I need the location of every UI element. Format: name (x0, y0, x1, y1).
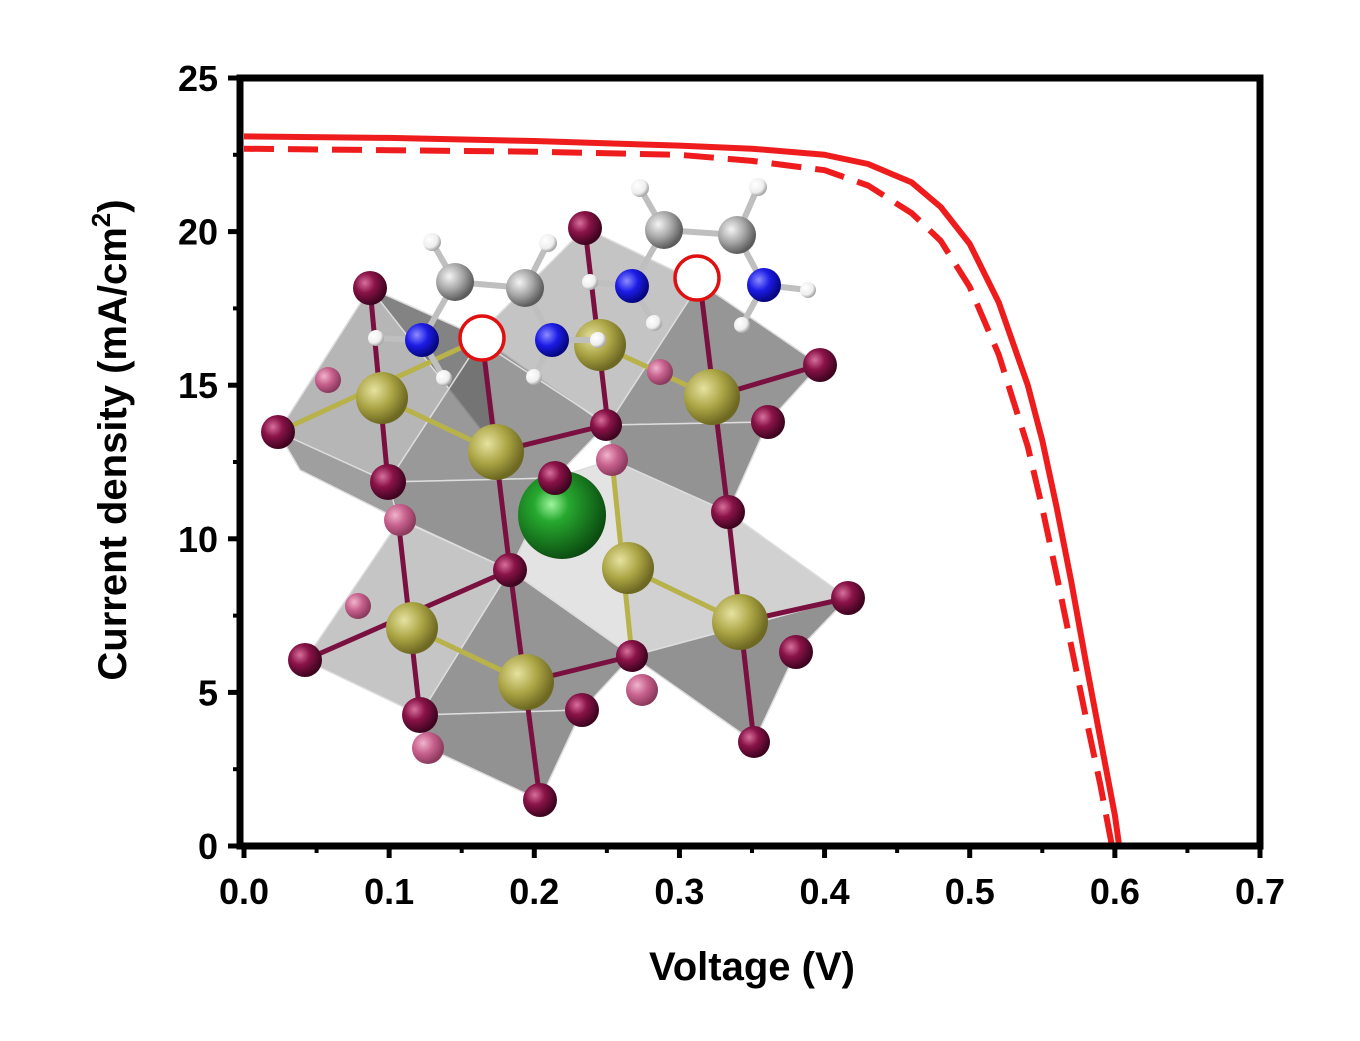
x-axis-title: Voltage (V) (649, 945, 855, 989)
x-tick-label: 0.4 (800, 871, 850, 912)
back-halide-atoms (315, 359, 673, 764)
y-tick-label: 0 (198, 826, 218, 867)
series-solid-line (243, 133, 1123, 847)
nitrogen-atoms (405, 268, 781, 357)
y-tick-label: 20 (178, 212, 218, 253)
x-axis: 0.0 0.1 0.2 0.3 0.4 0.5 0.6 0.7 (219, 846, 1285, 912)
x-tick-label: 0.0 (219, 871, 269, 912)
y-tick-label: 5 (198, 672, 218, 713)
hydrogen-atoms (368, 178, 816, 386)
halide-atoms (261, 211, 865, 817)
y-axis-title-prefix: Current density (mA/cm (91, 227, 135, 680)
carbon-atoms (436, 211, 756, 307)
x-tick-label: 0.5 (945, 871, 995, 912)
y-tick-label: 10 (178, 519, 218, 560)
vacancy-markers (458, 254, 721, 362)
y-tick-label: 25 (178, 58, 218, 99)
x-tick-label: 0.6 (1090, 871, 1140, 912)
series-layer (243, 133, 1123, 847)
x-tick-label: 0.7 (1235, 871, 1285, 912)
y-axis-title-superscript: 2 (86, 213, 116, 227)
y-axis-title-suffix: ) (91, 199, 135, 212)
y-tick-label: 15 (178, 365, 218, 406)
x-tick-label: 0.2 (509, 871, 559, 912)
x-tick-label: 0.1 (364, 871, 414, 912)
metal-atoms (356, 319, 768, 710)
series-dashed-line (243, 145, 1115, 847)
y-axis: 0 5 10 15 20 25 (178, 58, 240, 867)
x-tick-label: 0.3 (654, 871, 704, 912)
y-axis-title: Current density (mA/cm2) (86, 199, 135, 680)
perovskite-crystal-structure-icon (261, 178, 865, 817)
cesium-cation-atom (518, 471, 606, 559)
